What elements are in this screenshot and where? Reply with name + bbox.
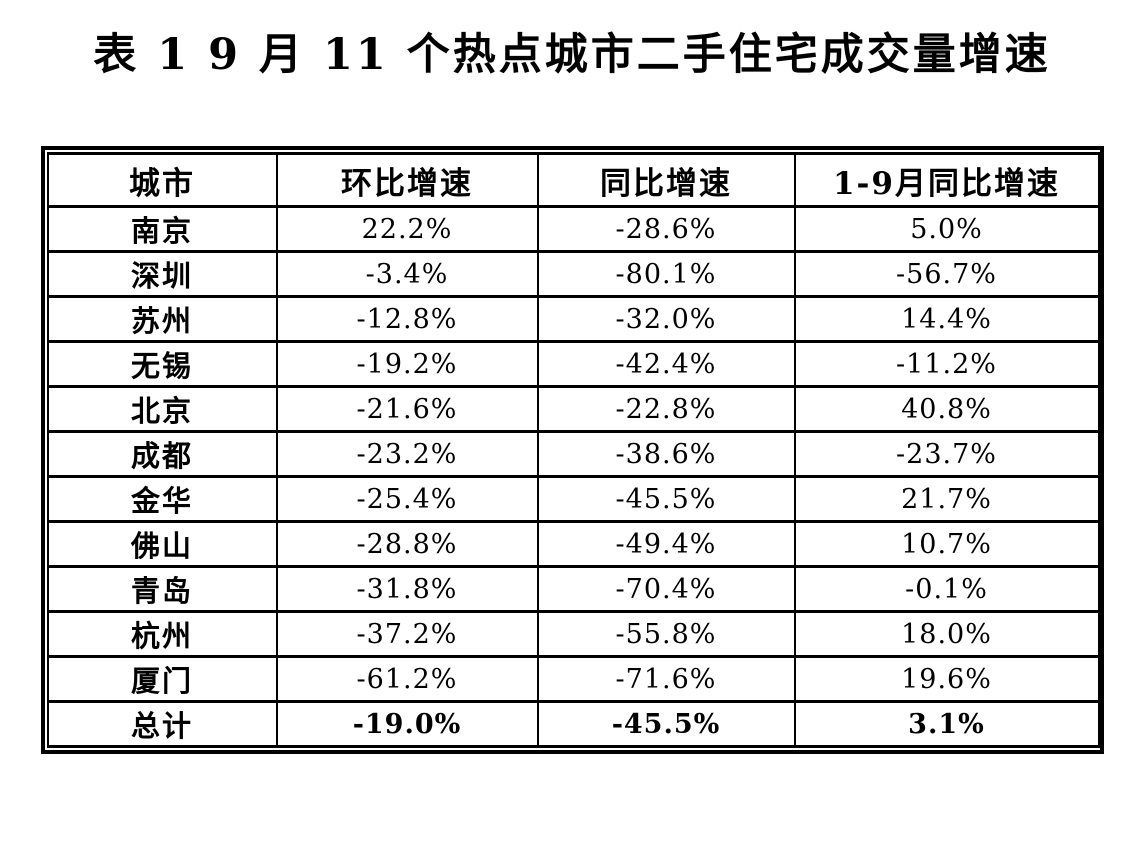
yoy-growth-cell: -38.6% (536, 430, 796, 479)
table-row: 成都 -23.2% -38.6% -23.7% (46, 430, 1100, 479)
table-caption: 表 1 9 月 11 个热点城市二手住宅成交量增速 (93, 30, 1051, 80)
ytd-growth-cell: 14.4% (793, 295, 1100, 344)
city-cell: 杭州 (46, 610, 278, 659)
yoy-growth-cell: -55.8% (536, 610, 796, 659)
table-row: 青岛 -31.8% -70.4% -0.1% (46, 565, 1100, 614)
ytd-growth-cell: 3.1% (793, 700, 1100, 749)
city-cell: 总计 (46, 700, 278, 749)
yoy-growth-cell: -70.4% (536, 565, 796, 614)
ytd-growth-cell: 21.7% (793, 475, 1100, 524)
yoy-growth-cell: -22.8% (536, 385, 796, 434)
yoy-growth-cell: -32.0% (536, 295, 796, 344)
total-row: 总计 -19.0% -45.5% 3.1% (46, 700, 1100, 749)
city-cell: 成都 (46, 430, 278, 479)
table-row: 深圳 -3.4% -80.1% -56.7% (46, 250, 1100, 299)
mom-growth-cell: -19.2% (275, 340, 539, 389)
table-row: 南京 22.2% -28.6% 5.0% (46, 205, 1100, 254)
mom-growth-cell: -25.4% (275, 475, 539, 524)
table-body: 南京 22.2% -28.6% 5.0% 深圳 -3.4% -80.1% -56.7% 苏州 -1… (46, 205, 1100, 749)
city-cell: 南京 (46, 205, 278, 254)
mom-growth-cell: -28.8% (275, 520, 539, 569)
table-row: 北京 -21.6% -22.8% 40.8% (46, 385, 1100, 434)
header-city: 城市 (46, 152, 278, 209)
table-row: 佛山 -28.8% -49.4% 10.7% (46, 520, 1100, 569)
city-cell: 无锡 (46, 340, 278, 389)
yoy-growth-cell: -42.4% (536, 340, 796, 389)
ytd-growth-cell: 18.0% (793, 610, 1100, 659)
city-cell: 北京 (46, 385, 278, 434)
yoy-growth-cell: -45.5% (536, 475, 796, 524)
ytd-growth-cell: 19.6% (793, 655, 1100, 704)
table-row: 苏州 -12.8% -32.0% 14.4% (46, 295, 1100, 344)
mom-growth-cell: 22.2% (275, 205, 539, 254)
city-cell: 佛山 (46, 520, 278, 569)
ytd-growth-cell: 40.8% (793, 385, 1100, 434)
mom-growth-cell: -19.0% (275, 700, 539, 749)
mom-growth-cell: -3.4% (275, 250, 539, 299)
yoy-growth-cell: -80.1% (536, 250, 796, 299)
mom-growth-cell: -61.2% (275, 655, 539, 704)
table-row: 无锡 -19.2% -42.4% -11.2% (46, 340, 1100, 389)
table-row: 杭州 -37.2% -55.8% 18.0% (46, 610, 1100, 659)
ytd-growth-cell: 5.0% (793, 205, 1100, 254)
yoy-growth-cell: -28.6% (536, 205, 796, 254)
yoy-growth-cell: -45.5% (536, 700, 796, 749)
mom-growth-cell: -37.2% (275, 610, 539, 659)
ytd-growth-cell: -56.7% (793, 250, 1100, 299)
header-yoy-growth: 同比增速 (536, 152, 796, 209)
table-row: 金华 -25.4% -45.5% 21.7% (46, 475, 1100, 524)
ytd-growth-cell: -23.7% (793, 430, 1100, 479)
mom-growth-cell: -23.2% (275, 430, 539, 479)
city-cell: 深圳 (46, 250, 278, 299)
ytd-growth-cell: -11.2% (793, 340, 1100, 389)
growth-rate-table: 城市 环比增速 同比增速 1-9月同比增速 南京 22.2% -28.6% 5.0% 深… (46, 152, 1100, 749)
header-ytd-yoy-growth: 1-9月同比增速 (793, 152, 1100, 209)
header-row: 城市 环比增速 同比增速 1-9月同比增速 (46, 152, 1100, 209)
table-row: 厦门 -61.2% -71.6% 19.6% (46, 655, 1100, 704)
yoy-growth-cell: -49.4% (536, 520, 796, 569)
city-cell: 厦门 (46, 655, 278, 704)
mom-growth-cell: -12.8% (275, 295, 539, 344)
ytd-growth-cell: 10.7% (793, 520, 1100, 569)
city-cell: 苏州 (46, 295, 278, 344)
city-cell: 金华 (46, 475, 278, 524)
ytd-growth-cell: -0.1% (793, 565, 1100, 614)
yoy-growth-cell: -71.6% (536, 655, 796, 704)
mom-growth-cell: -31.8% (275, 565, 539, 614)
city-cell: 青岛 (46, 565, 278, 614)
table-frame: 城市 环比增速 同比增速 1-9月同比增速 南京 22.2% -28.6% 5.0% 深… (40, 146, 1104, 755)
mom-growth-cell: -21.6% (275, 385, 539, 434)
header-mom-growth: 环比增速 (275, 152, 539, 209)
